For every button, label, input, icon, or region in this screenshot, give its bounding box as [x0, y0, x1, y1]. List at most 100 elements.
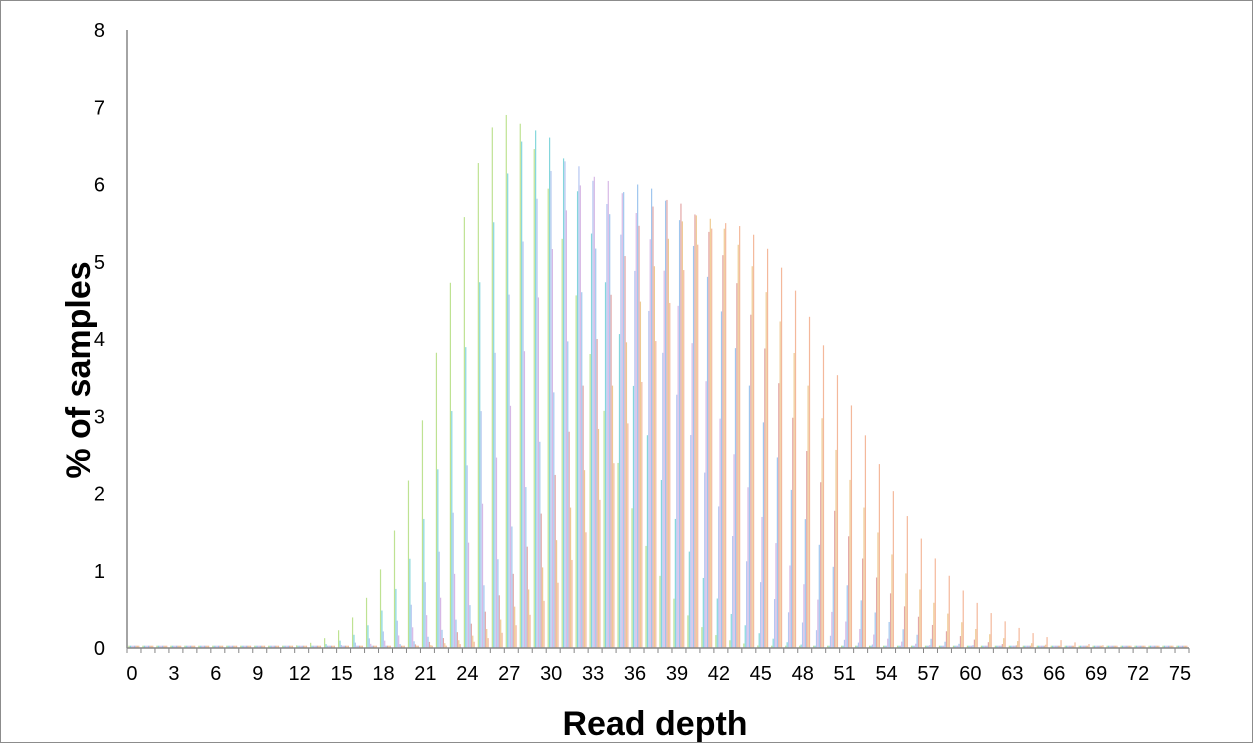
y-tick-label: 6 [94, 175, 105, 197]
bar [284, 645, 287, 648]
bar [1073, 645, 1075, 648]
bar [205, 645, 207, 648]
bar [388, 645, 390, 648]
bar [933, 602, 935, 648]
bar [528, 589, 530, 648]
bar [589, 354, 591, 648]
bar [160, 645, 162, 648]
bar [832, 566, 834, 648]
bar [1081, 645, 1083, 648]
bar [1018, 627, 1020, 648]
bar [753, 234, 755, 648]
bar [494, 352, 496, 648]
bar [1068, 645, 1071, 648]
bar [737, 244, 739, 648]
bar [676, 394, 678, 648]
bar [521, 141, 523, 648]
bar [372, 645, 375, 648]
bar [771, 645, 773, 648]
bar [674, 518, 676, 648]
bar [996, 645, 998, 648]
bar [1067, 645, 1069, 648]
bar [678, 220, 681, 649]
bar [215, 645, 217, 648]
bar [621, 193, 623, 649]
bar [1098, 645, 1100, 648]
bar [1096, 645, 1098, 648]
bar [789, 565, 791, 648]
bar [150, 645, 152, 648]
bar [1026, 645, 1029, 648]
bar [850, 405, 853, 648]
bar [635, 213, 637, 648]
bar [132, 645, 134, 648]
bar [417, 645, 419, 648]
bar [329, 645, 331, 648]
bar [702, 577, 704, 648]
bar [203, 645, 206, 648]
bar [1099, 645, 1101, 648]
bar [1001, 644, 1003, 648]
bar [934, 558, 936, 648]
bar [318, 645, 320, 648]
bar [509, 405, 512, 648]
bar [189, 645, 192, 648]
bar [821, 418, 823, 648]
bar [493, 222, 495, 648]
bar [663, 270, 665, 648]
bar [955, 645, 957, 648]
bar [522, 241, 524, 648]
bar [959, 636, 962, 648]
bar [1166, 645, 1168, 648]
bar [1012, 645, 1015, 648]
bar [282, 645, 284, 648]
bar [929, 645, 931, 648]
bar [958, 643, 960, 648]
bar [924, 645, 927, 648]
bar [681, 221, 683, 648]
bar [547, 188, 549, 648]
bar [927, 645, 929, 648]
bar [1123, 645, 1125, 648]
bar [1046, 637, 1048, 648]
bar [645, 545, 647, 648]
bar [166, 645, 168, 648]
x-tick-label: 18 [372, 663, 394, 685]
bar [399, 644, 401, 648]
bar [980, 645, 982, 648]
bar [213, 645, 215, 648]
bar [1124, 645, 1126, 648]
bar [483, 585, 485, 648]
bar [430, 645, 432, 648]
bar [229, 645, 231, 648]
bar [543, 600, 545, 648]
bar [416, 645, 418, 648]
bar [261, 645, 263, 648]
bar [617, 462, 619, 648]
bar [470, 623, 472, 648]
bar [1003, 638, 1005, 648]
bar [827, 645, 829, 648]
bar [466, 465, 468, 648]
bar [561, 238, 563, 648]
bar [1169, 645, 1171, 648]
bar [1116, 645, 1118, 648]
bar [1135, 645, 1138, 648]
bar [725, 223, 727, 648]
bar [1045, 644, 1047, 648]
bar [342, 645, 344, 648]
bar [465, 347, 467, 648]
bar [135, 645, 137, 648]
bar [747, 487, 749, 648]
bar [648, 310, 650, 648]
bar [234, 645, 236, 648]
bar [1022, 645, 1024, 648]
bar [353, 634, 355, 648]
bar [187, 645, 189, 648]
bar [729, 640, 731, 648]
bar [1080, 645, 1082, 648]
bar [597, 428, 600, 648]
bar [1183, 645, 1185, 648]
bar [722, 255, 724, 649]
bar [1008, 645, 1010, 648]
